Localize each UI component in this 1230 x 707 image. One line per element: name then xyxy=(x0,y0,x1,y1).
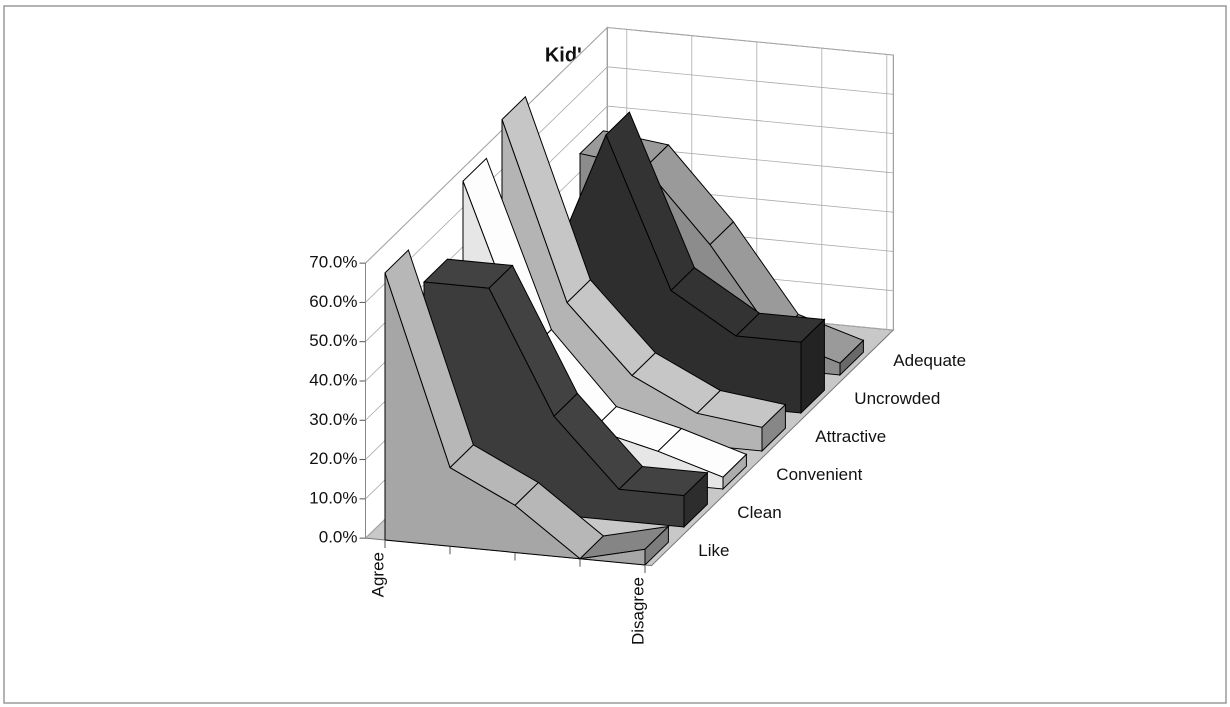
y-tick-label: 60.0% xyxy=(309,292,357,311)
series-label: Convenient xyxy=(776,465,862,484)
y-tick-label: 20.0% xyxy=(309,449,357,468)
y-tick-label: 0.0% xyxy=(319,528,358,547)
x-tick-label: Disagree xyxy=(628,577,647,645)
y-tick-label: 70.0% xyxy=(309,253,357,272)
series-label: Adequate xyxy=(893,351,966,370)
y-tick-label: 30.0% xyxy=(309,410,357,429)
y-tick-label: 40.0% xyxy=(309,370,357,389)
area xyxy=(384,272,646,566)
x-tick-label: Agree xyxy=(368,552,387,597)
y-tick-label: 10.0% xyxy=(309,488,357,507)
grid-line xyxy=(365,27,894,264)
series-label: Clean xyxy=(737,503,781,522)
series-label: Like xyxy=(698,541,729,560)
grid-line xyxy=(365,66,894,303)
series-label: Uncrowded xyxy=(854,389,940,408)
series-label: Attractive xyxy=(815,427,886,446)
y-tick-label: 50.0% xyxy=(309,331,357,350)
